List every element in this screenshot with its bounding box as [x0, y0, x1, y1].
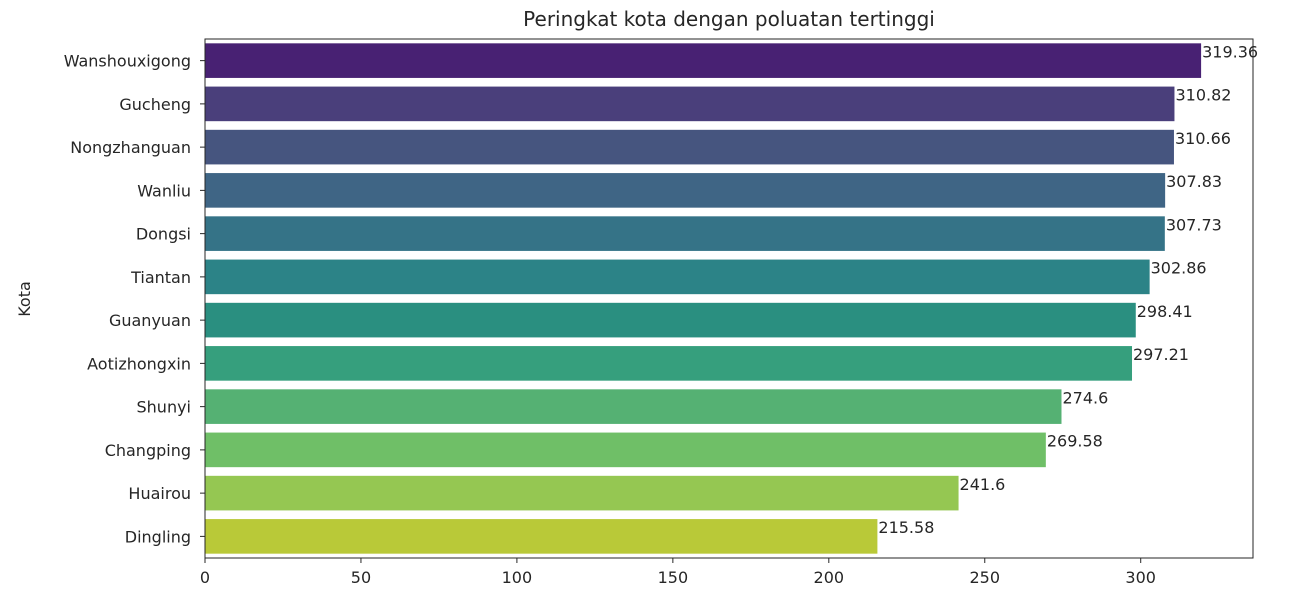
y-tick-label: Wanshouxigong [64, 52, 191, 71]
bar [205, 173, 1166, 208]
x-axis: 0 50 100 150 200 250 300 [200, 558, 1156, 587]
value-label: 298.41 [1137, 302, 1193, 321]
value-label: 302.86 [1151, 259, 1207, 278]
y-tick-label: Dingling [125, 527, 191, 546]
y-tick-label: Huairou [128, 484, 191, 503]
y-axis: Wanshouxigong Gucheng Nongzhanguan Wanliu Do… [64, 52, 205, 546]
value-label: 269.58 [1047, 432, 1103, 451]
bar [205, 389, 1062, 424]
value-label: 310.82 [1175, 86, 1231, 105]
bar [205, 43, 1202, 78]
y-tick-label: Tiantan [130, 268, 191, 287]
y-tick-label: Wanliu [137, 181, 191, 200]
bar [205, 346, 1133, 381]
value-label: 319.36 [1202, 42, 1258, 61]
x-tick-label: 0 [200, 568, 210, 587]
bar [205, 432, 1046, 468]
y-tick-label: Guanyuan [109, 311, 191, 330]
y-axis-label: Kota [15, 281, 34, 317]
value-label: 310.66 [1175, 129, 1231, 148]
bar [205, 216, 1165, 251]
bar [205, 519, 878, 554]
x-tick-label: 100 [502, 568, 533, 587]
bars [205, 43, 1202, 554]
x-tick-label: 50 [351, 568, 371, 587]
value-label: 241.6 [960, 475, 1006, 494]
value-label: 215.58 [878, 518, 934, 537]
bar [205, 302, 1136, 338]
x-tick-label: 150 [658, 568, 689, 587]
value-label: 274.6 [1062, 388, 1108, 407]
chart-title: Peringkat kota dengan poluatan tertinggi [523, 7, 935, 31]
y-tick-label: Shunyi [137, 398, 192, 417]
y-tick-label: Changping [105, 441, 191, 460]
x-tick-label: 250 [969, 568, 1000, 587]
y-tick-label: Aotizhongxin [87, 354, 191, 373]
value-labels: 319.36 310.82 310.66 307.83 307.73 302.86 298.… [878, 42, 1258, 537]
y-tick-label: Gucheng [119, 95, 191, 114]
bar [205, 129, 1174, 165]
bar [205, 86, 1175, 122]
value-label: 297.21 [1133, 345, 1189, 364]
y-tick-label: Dongsi [136, 225, 191, 244]
value-label: 307.73 [1166, 215, 1222, 234]
bar [205, 259, 1150, 295]
plot-frame [204, 38, 1254, 559]
bar [205, 475, 959, 511]
y-tick-label: Nongzhanguan [70, 138, 191, 157]
value-label: 307.83 [1166, 172, 1222, 191]
x-tick-label: 300 [1125, 568, 1156, 587]
x-tick-label: 200 [814, 568, 845, 587]
